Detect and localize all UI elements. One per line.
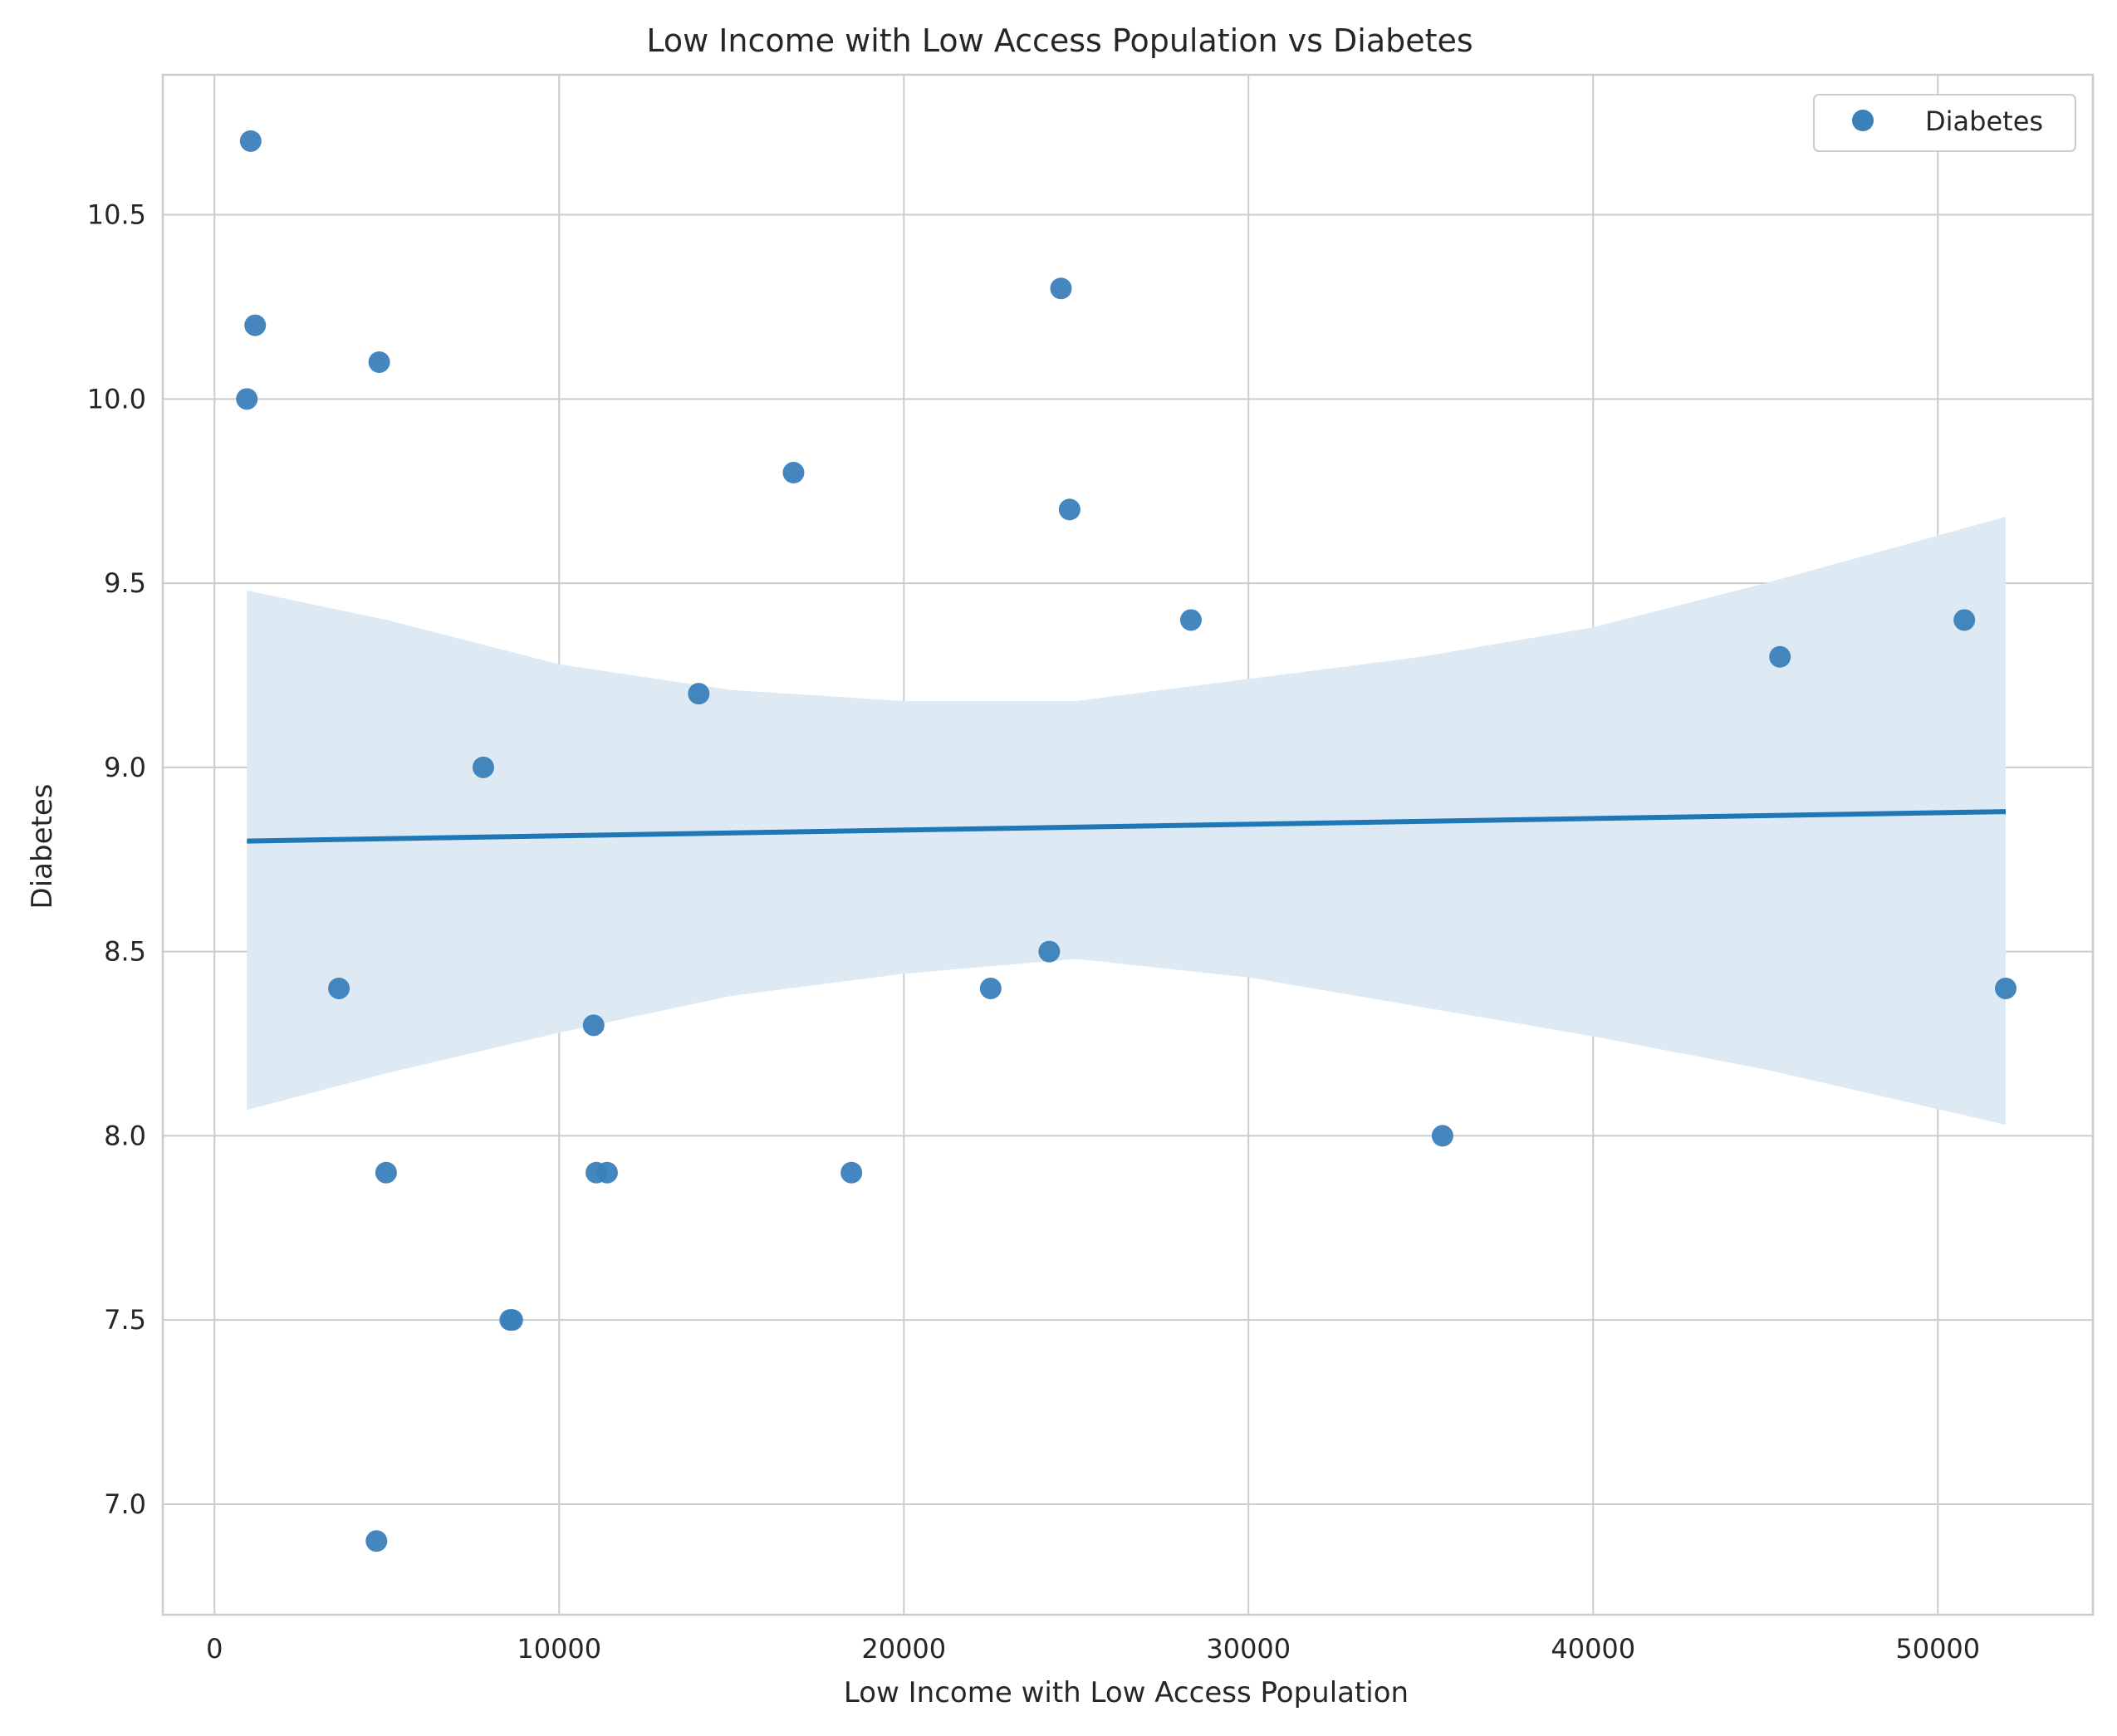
data-point bbox=[782, 462, 805, 484]
data-point bbox=[1431, 1125, 1453, 1147]
confidence-band-area bbox=[247, 517, 2006, 1125]
x-tick-label: 30000 bbox=[1206, 1633, 1291, 1665]
x-axis-ticks: 0 10000 20000 30000 40000 50000 bbox=[206, 1633, 1980, 1665]
data-point bbox=[1050, 277, 1072, 300]
y-tick-label: 8.5 bbox=[104, 936, 146, 968]
data-point bbox=[1058, 498, 1081, 521]
x-tick-label: 20000 bbox=[861, 1633, 946, 1665]
x-axis-label: Low Income with Low Access Population bbox=[844, 1676, 1409, 1709]
data-point bbox=[595, 1161, 618, 1184]
legend-marker bbox=[1852, 110, 1874, 131]
data-point bbox=[328, 977, 350, 999]
y-axis-ticks: 7.0 7.5 8.0 8.5 9.0 9.5 10.0 10.5 bbox=[87, 199, 146, 1520]
y-tick-label: 9.0 bbox=[104, 752, 146, 783]
data-point bbox=[365, 1530, 388, 1552]
y-tick-label: 7.5 bbox=[104, 1304, 146, 1336]
plot-frame bbox=[161, 73, 2095, 1616]
plot-border bbox=[161, 73, 2095, 1616]
x-tick-label: 40000 bbox=[1551, 1633, 1635, 1665]
y-tick-label: 9.5 bbox=[104, 567, 146, 599]
data-point bbox=[501, 1309, 523, 1331]
legend-box bbox=[1813, 94, 2076, 152]
data-point bbox=[1179, 609, 1202, 631]
regression-line bbox=[247, 809, 2007, 844]
y-tick-label: 7.0 bbox=[104, 1488, 146, 1520]
data-point bbox=[244, 314, 267, 336]
legend: Diabetes bbox=[1813, 94, 2076, 152]
y-tick-label: 10.5 bbox=[87, 199, 146, 231]
data-point bbox=[236, 388, 258, 410]
y-tick-label: 10.0 bbox=[87, 383, 146, 414]
data-point bbox=[1038, 940, 1061, 963]
confidence-band bbox=[247, 517, 2006, 1125]
data-point bbox=[1769, 645, 1791, 668]
data-point bbox=[979, 977, 1002, 999]
data-point bbox=[1995, 977, 2017, 999]
y-tick-label: 8.0 bbox=[104, 1120, 146, 1151]
data-point bbox=[688, 683, 710, 705]
data-points bbox=[236, 130, 2017, 1552]
data-point bbox=[368, 351, 390, 373]
data-point bbox=[472, 756, 494, 778]
data-point bbox=[582, 1014, 605, 1037]
regression-line-group bbox=[247, 809, 2007, 844]
data-point bbox=[375, 1161, 397, 1184]
chart-title: Low Income with Low Access Population vs… bbox=[646, 22, 1473, 59]
data-point bbox=[239, 130, 262, 152]
data-point bbox=[840, 1161, 863, 1184]
data-point bbox=[1953, 609, 1976, 631]
x-tick-label: 10000 bbox=[517, 1633, 601, 1665]
legend-label: Diabetes bbox=[1925, 105, 2043, 137]
x-tick-label: 0 bbox=[206, 1633, 223, 1665]
x-tick-label: 50000 bbox=[1895, 1633, 1980, 1665]
y-axis-label: Diabetes bbox=[26, 784, 59, 910]
